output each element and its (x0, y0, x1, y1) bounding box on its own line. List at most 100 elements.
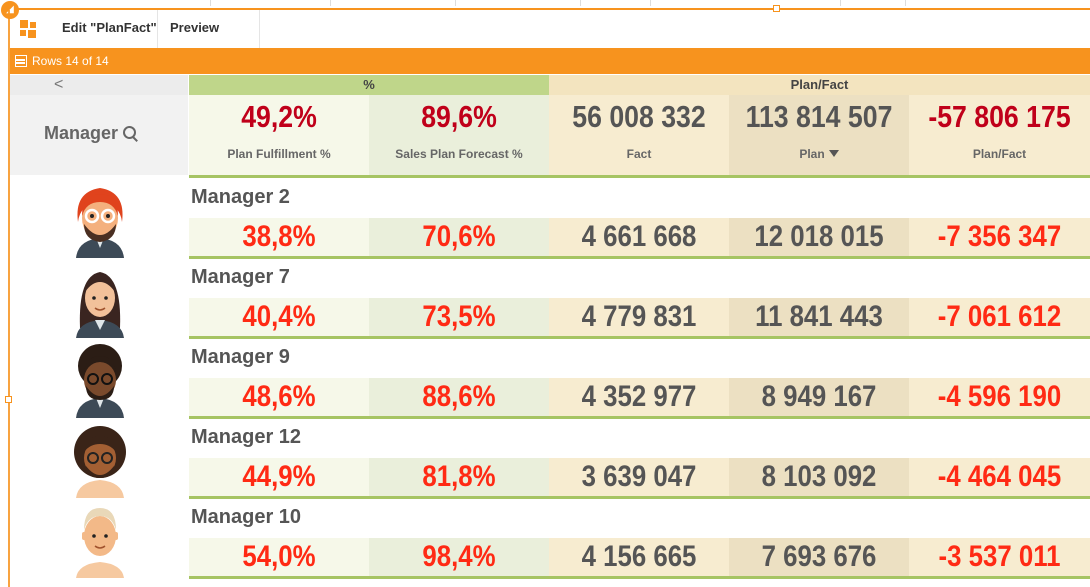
resize-corner-icon[interactable]: ◢ (1, 1, 19, 19)
manager-name[interactable]: Manager 7 (191, 266, 290, 288)
cell-value: -4 464 045 (937, 460, 1062, 493)
rows-counter-bar: Rows 14 of 14 (10, 48, 1090, 74)
cell-plan[interactable]: 7 693 676 (729, 538, 909, 576)
resize-handle-top[interactable] (773, 5, 780, 12)
cell-value: 8 949 167 (761, 380, 877, 413)
resize-handle-left[interactable] (5, 396, 12, 403)
cell-value: 98,4% (422, 540, 496, 573)
kpi-label: Fact (626, 147, 652, 161)
cell-value: 70,6% (422, 220, 496, 253)
kpi-value: 113 814 507 (745, 99, 893, 134)
cell-plan[interactable]: 8 949 167 (729, 378, 909, 416)
cell-sales-plan-forecast[interactable]: 73,5% (369, 298, 549, 336)
grid-icon[interactable] (20, 20, 38, 38)
kpi-value: 49,2% (241, 99, 317, 134)
cell-plan-fulfillment[interactable]: 38,8% (189, 218, 369, 256)
kpi-value: -57 806 175 (928, 99, 1071, 134)
top-toolbar: ◢ Edit "PlanFact" Preview (0, 0, 1090, 48)
cell-plan-fulfillment[interactable]: 48,6% (189, 378, 369, 416)
cell-planfact[interactable]: -7 356 347 (909, 218, 1090, 256)
cell-value: 54,0% (242, 540, 316, 573)
kpi-label: Plan/Fact (972, 147, 1027, 161)
cell-fact[interactable]: 4 779 831 (549, 298, 729, 336)
header-divider (10, 175, 1090, 178)
dimension-title: Manager (44, 123, 138, 144)
cell-value: 12 018 015 (754, 220, 884, 253)
tab-preview[interactable]: Preview (157, 10, 260, 48)
cell-value: -4 596 190 (937, 380, 1062, 413)
cell-value: 8 103 092 (761, 460, 877, 493)
cell-planfact[interactable]: -7 061 612 (909, 298, 1090, 336)
search-icon[interactable] (122, 125, 138, 141)
group-header-percent: % (189, 75, 549, 95)
cell-value: 44,9% (242, 460, 316, 493)
avatar (76, 344, 124, 418)
cell-sales-plan-forecast[interactable]: 81,8% (369, 458, 549, 496)
cell-planfact[interactable]: -4 464 045 (909, 458, 1090, 496)
cell-value: 4 156 665 (581, 540, 697, 573)
kpi-fact[interactable]: 56 008 332 Fact (549, 95, 729, 175)
kpi-label: Plan Fulfillment % (227, 147, 331, 161)
row-underline (189, 416, 1090, 419)
rows-counter-label: Rows 14 of 14 (32, 54, 109, 68)
avatar (76, 272, 124, 338)
cell-fact[interactable]: 4 661 668 (549, 218, 729, 256)
row-underline (189, 256, 1090, 259)
cell-sales-plan-forecast[interactable]: 98,4% (369, 538, 549, 576)
cell-value: 3 639 047 (581, 460, 697, 493)
selection-border-left (8, 10, 10, 587)
cell-sales-plan-forecast[interactable]: 70,6% (369, 218, 549, 256)
dimension-header-top: < (10, 75, 188, 95)
cell-value: -7 356 347 (937, 220, 1062, 253)
kpi-sales-plan-forecast[interactable]: 89,6% Sales Plan Forecast % (369, 95, 549, 175)
chevron-left-icon[interactable]: < (54, 76, 64, 93)
cell-value: 11 841 443 (755, 300, 883, 333)
manager-name[interactable]: Manager 12 (191, 426, 302, 448)
kpi-plan-fulfillment[interactable]: 49,2% Plan Fulfillment % (189, 95, 369, 175)
avatar (76, 188, 124, 258)
kpi-plan[interactable]: 113 814 507 Plan (729, 95, 909, 175)
table-icon (15, 55, 27, 67)
cell-planfact[interactable]: -4 596 190 (909, 378, 1090, 416)
cell-plan[interactable]: 8 103 092 (729, 458, 909, 496)
cell-value: 48,6% (242, 380, 316, 413)
cell-plan[interactable]: 11 841 443 (729, 298, 909, 336)
kpi-value: 56 008 332 (572, 99, 706, 134)
selection-border-top (10, 8, 1090, 10)
row-underline (189, 496, 1090, 499)
cell-value: 73,5% (422, 300, 496, 333)
kpi-label: Sales Plan Forecast % (395, 147, 523, 161)
table-row[interactable]: Manager 10 54,0% 98,4% 4 156 665 7 693 6… (10, 498, 1090, 579)
manager-name[interactable]: Manager 9 (191, 346, 290, 368)
group-header-planfact: Plan/Fact (549, 75, 1090, 95)
cell-value: 4 352 977 (581, 380, 697, 413)
cell-plan-fulfillment[interactable]: 54,0% (189, 538, 369, 576)
cell-plan-fulfillment[interactable]: 40,4% (189, 298, 369, 336)
dimension-title-text: Manager (44, 123, 119, 143)
table-row[interactable]: Manager 2 38,8% 70,6% 4 661 668 12 018 0… (10, 178, 1090, 259)
table-row[interactable]: Manager 9 48,6% 88,6% 4 352 977 8 949 16… (10, 338, 1090, 419)
manager-name[interactable]: Manager 10 (191, 506, 302, 528)
table-row[interactable]: Manager 12 44,9% 81,8% 3 639 047 8 103 0… (10, 418, 1090, 499)
sort-desc-icon[interactable] (828, 150, 839, 157)
tab-edit[interactable]: Edit "PlanFact" (62, 20, 157, 35)
row-underline (189, 336, 1090, 339)
cell-fact[interactable]: 4 352 977 (549, 378, 729, 416)
table-row[interactable]: Manager 7 40,4% 73,5% 4 779 831 11 841 4… (10, 258, 1090, 339)
cell-plan-fulfillment[interactable]: 44,9% (189, 458, 369, 496)
sheet-grid (0, 0, 1090, 8)
cell-sales-plan-forecast[interactable]: 88,6% (369, 378, 549, 416)
kpi-planfact[interactable]: -57 806 175 Plan/Fact (909, 95, 1090, 175)
cell-planfact[interactable]: -3 537 011 (909, 538, 1090, 576)
cell-value: 88,6% (422, 380, 496, 413)
avatar (74, 426, 126, 498)
manager-name[interactable]: Manager 2 (191, 186, 290, 208)
cell-fact[interactable]: 3 639 047 (549, 458, 729, 496)
kpi-label-text: Plan (799, 147, 825, 161)
cell-value: 4 661 668 (581, 220, 697, 253)
avatar (76, 508, 124, 578)
cell-fact[interactable]: 4 156 665 (549, 538, 729, 576)
cell-plan[interactable]: 12 018 015 (729, 218, 909, 256)
cell-value: 4 779 831 (581, 300, 697, 333)
